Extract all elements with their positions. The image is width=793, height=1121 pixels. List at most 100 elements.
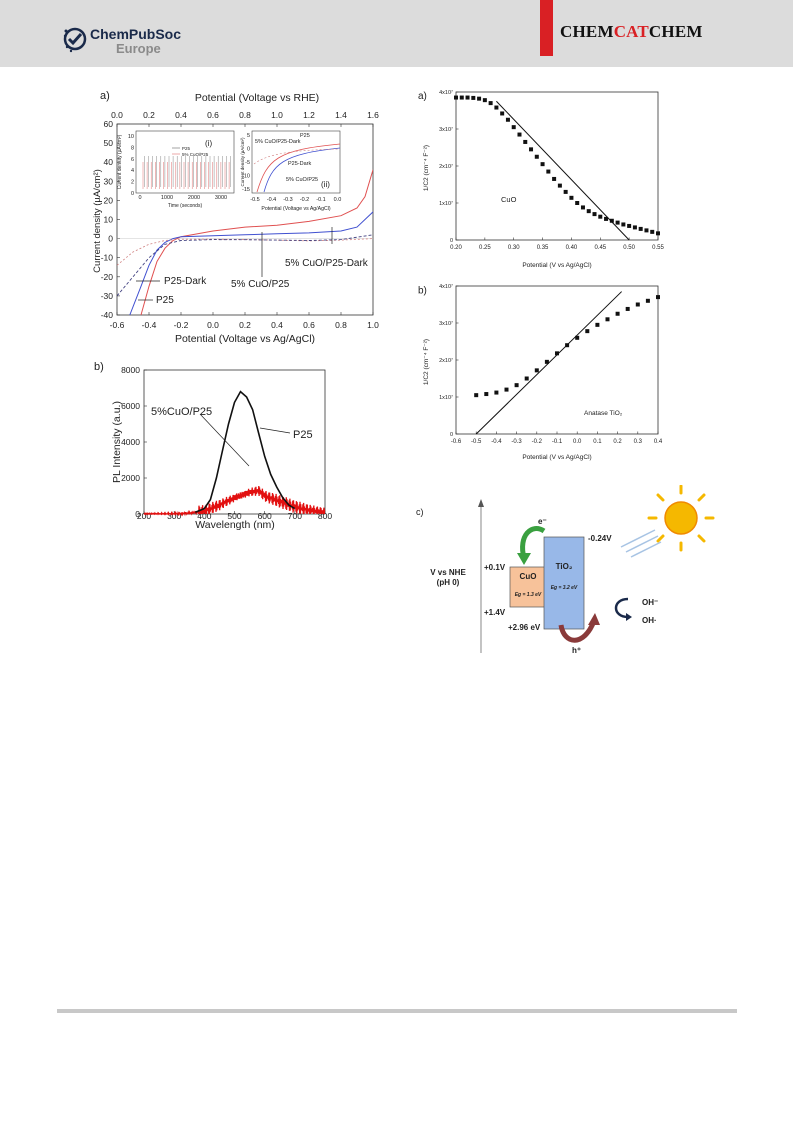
data-point <box>546 169 551 174</box>
data-point <box>569 195 574 200</box>
ms-tio2-series <box>474 291 660 435</box>
y-tick-label: 40 <box>104 157 114 167</box>
inset-series-p25 <box>263 147 341 193</box>
bottom-tick-label: 0.0 <box>207 320 219 330</box>
top-tick-label: 1.6 <box>367 110 379 120</box>
y-axis-ticks: 60 50 40 30 20 10 0 -10 -20 -30 -40 <box>101 119 120 320</box>
bottom-tick-label: 0.8 <box>335 320 347 330</box>
data-point <box>534 368 539 373</box>
data-point <box>534 154 539 159</box>
series-cuo-dark-line <box>117 234 373 297</box>
inset-label: (ii) <box>321 180 330 189</box>
y-tick-label: -20 <box>101 272 114 282</box>
hole-label: h⁺ <box>572 646 581 655</box>
data-point <box>454 95 458 100</box>
series-p25-pl-line <box>195 390 296 513</box>
data-point <box>632 225 637 230</box>
inset-x-ticks: -0.5 -0.4 -0.3 -0.2 -0.1 0.0 <box>250 197 341 203</box>
y-tick-label: 4x10⁷ <box>439 283 453 290</box>
x-tick-label: 200 <box>137 511 151 521</box>
inset-y-tick-label: -5 <box>245 160 250 166</box>
y-axis-ticks: 8000 6000 4000 2000 0 <box>121 365 147 519</box>
x-tick-label: 0.1 <box>593 439 602 445</box>
data-point <box>627 223 632 228</box>
publisher-subtitle: Europe <box>116 41 161 56</box>
x-tick-label: -0.5 <box>471 439 482 445</box>
y-tick-label: 0 <box>135 509 140 519</box>
electron-transfer-arrow <box>520 526 546 559</box>
inset-x-tick-label: -0.5 <box>250 197 259 203</box>
data-point <box>477 96 482 101</box>
cuo-label: CuO <box>520 572 537 581</box>
x-tick-label: 0.0 <box>573 439 582 445</box>
data-point <box>494 105 499 110</box>
data-point <box>511 125 516 130</box>
inset-y-tick-label: 0 <box>247 147 250 153</box>
inset-x-tick-label: 0.0 <box>334 197 342 203</box>
y-tick-label: 0 <box>108 234 113 244</box>
figure-band-diagram: c) V vs NHE (pH 0) CuO Eg = 1.3 eV TiO₂ … <box>416 485 715 655</box>
data-point <box>555 351 559 356</box>
top-axis-title: Potential (Voltage vs RHE) <box>195 92 319 104</box>
panel-label: b) <box>418 285 427 296</box>
plot-frame <box>143 369 326 515</box>
inset-plot <box>142 156 231 189</box>
inset-x-tick-label: -0.3 <box>283 197 292 203</box>
x-axis-title: Wavelength (nm) <box>195 519 275 531</box>
x-tick-label: 400 <box>197 511 211 521</box>
inset-xlabel: Potential (Voltage vs Ag/AgCl) <box>261 206 330 212</box>
x-tick-label: 0.25 <box>479 245 491 251</box>
tio2-label: TiO₂ <box>556 562 573 571</box>
y-tick-label: 20 <box>104 195 114 205</box>
bottom-axis-ticks: -0.6 -0.4 -0.2 0.0 0.2 0.4 0.6 0.8 1.0 <box>110 312 379 330</box>
data-point <box>524 376 529 381</box>
bottom-tick-label: -0.2 <box>174 320 189 330</box>
x-tick-label: 300 <box>167 511 181 521</box>
inset-legend-1: P25 <box>182 146 191 151</box>
energy-axis-arrow-icon <box>478 499 484 507</box>
y-tick-label: 10 <box>104 215 114 225</box>
inset-series-p25-dark <box>253 148 341 165</box>
y-tick-label: 30 <box>104 176 114 186</box>
x-tick-label: 0.20 <box>450 245 462 251</box>
cuo-gap-label: Eg = 1.3 eV <box>515 592 542 598</box>
x-tick-label: 0.55 <box>652 245 664 251</box>
inset-annotation-p25: P25 <box>300 133 310 139</box>
figure-ms-tio2-panel: b) 1/C2 (cm⁻⁴ F⁻²) 4x10⁷ 3x10⁷ 2x10⁷ 1x10⁷ 0… <box>418 283 663 461</box>
chempubsoc-emblem-icon <box>63 27 87 53</box>
data-point <box>595 322 600 327</box>
y-tick-label: 2x10⁷ <box>439 163 453 170</box>
y-tick-label: 2x10⁷ <box>439 357 453 364</box>
inset-annotation-p25-dark: P25-Dark <box>288 161 311 167</box>
x-axis-title: Potential (V vs Ag/AgCl) <box>522 262 591 269</box>
annotation-p25-dark: P25-Dark <box>164 276 207 287</box>
cuo-cb-potential: +0.1V <box>484 563 506 572</box>
jv-lines <box>117 169 373 315</box>
data-point <box>656 231 660 236</box>
annotation-p25: P25 <box>156 295 174 306</box>
y-tick-label: 4000 <box>121 437 140 447</box>
y-tick-label: -30 <box>101 291 114 301</box>
inset-x-ticks: 0 1000 2000 3000 <box>138 195 227 201</box>
page-header: ChemPubSoc Europe CHEMCATCHEM <box>0 0 793 67</box>
x-tick-label: 0.3 <box>634 439 643 445</box>
bottom-tick-label: 1.0 <box>367 320 379 330</box>
annotation-cuo: 5% CuO/P25 <box>231 279 290 290</box>
y-tick-label: -10 <box>101 253 114 263</box>
top-tick-label: 1.2 <box>303 110 315 120</box>
oh-conversion-arrow-head-icon <box>626 613 632 621</box>
top-tick-label: 0.4 <box>175 110 187 120</box>
inset-x-tick-label: 1000 <box>161 195 173 201</box>
panel-label: a) <box>100 90 110 102</box>
x-axis-ticks: 200 300 400 500 600 700 800 <box>137 511 332 521</box>
y-axis-title: PL Intensity (a.u.) <box>111 401 123 483</box>
inset-y-tick-label: -15 <box>242 187 250 193</box>
publisher-logo: ChemPubSoc Europe <box>62 25 212 61</box>
top-tick-label: 0.0 <box>111 110 123 120</box>
inset-y-tick-label: 10 <box>128 134 134 140</box>
y-axis-title: Current density (µA/cm²) <box>92 169 103 273</box>
inset-y-tick-label: 8 <box>131 145 134 151</box>
inset-x-tick-label: -0.1 <box>316 197 325 203</box>
oh-minus-label: OH⁻ <box>642 598 658 607</box>
x-tick-label: 0.40 <box>566 245 578 251</box>
